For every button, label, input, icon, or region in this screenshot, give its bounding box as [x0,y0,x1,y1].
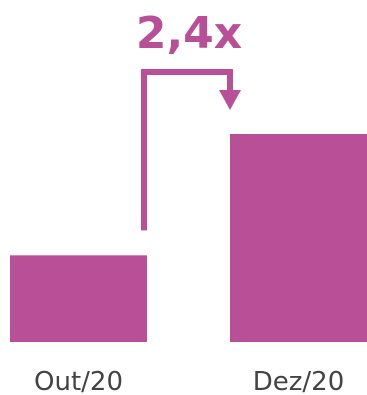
growth-arrowhead [219,90,241,110]
growth-arrow [141,69,233,231]
x-tick-label-0: Out/20 [34,367,123,395]
bars-group [10,134,367,342]
bar-0 [10,255,147,342]
bar-1 [230,134,367,342]
x-tick-label-1: Dez/20 [253,367,345,395]
growth-multiplier-label: 2,4x [136,8,242,59]
x-tick-labels: Out/20 Dez/20 [34,367,344,395]
